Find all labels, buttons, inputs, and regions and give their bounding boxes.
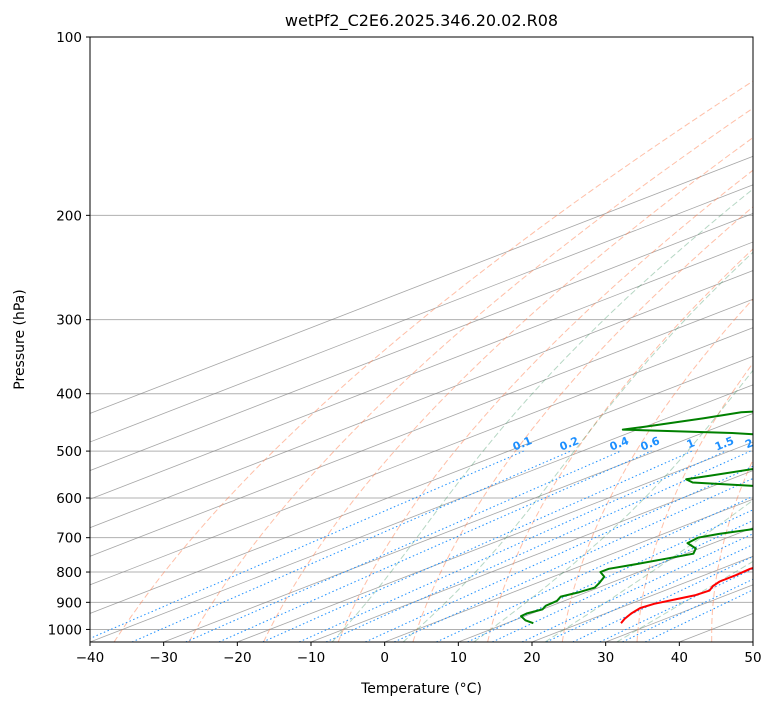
mixing-ratio-line [218,450,652,642]
isotherm-line [90,327,753,586]
x-tick-label: −40 [76,650,105,666]
isotherm-line [752,641,753,642]
mixing-ratio-line [436,495,753,642]
x-tick-label: 20 [523,650,540,666]
mixing-ratio-line [298,450,726,642]
x-tick-label: 30 [597,650,614,666]
isotherm-line [90,212,753,472]
isotherm-line [310,470,753,642]
dry-adiabat-line [636,362,753,642]
mixing-ratio-line [131,450,571,642]
y-tick-label: 500 [56,444,82,460]
dry-adiabat-line [487,248,753,642]
isotherm-line [90,155,753,414]
isotherm-line [90,298,753,557]
mixing-ratio-label: 1 [685,436,697,451]
dry-adiabat-line [337,169,753,642]
y-tick-label: 100 [56,30,82,46]
mixing-ratio-line [185,450,621,642]
y-tick-label: 200 [56,208,82,224]
isotherm-line [237,441,753,642]
isotherm-line [458,527,753,642]
plot-frame [89,36,754,643]
x-tick-label: −10 [297,650,326,666]
moist-adiabat-line [473,369,753,642]
y-tick-label: 1000 [48,622,82,638]
y-tick-label: 700 [56,531,82,547]
mixing-ratio-line [90,450,524,639]
y-axis-label: Pressure (hPa) [12,289,28,389]
y-tick-label: 400 [56,387,82,403]
temperature-line [620,566,753,624]
moist-adiabat-line [402,251,753,642]
dry-adiabat-line [113,80,753,642]
dry-adiabat-line [711,458,753,642]
background-lines [90,37,753,642]
mixing-ratio-line [492,519,753,642]
isotherm-line [90,241,753,500]
mixing-ratio-line [393,477,753,642]
profile-lines [520,410,753,625]
isotherm-line [90,355,753,614]
isotherm-line [163,412,753,642]
y-tick-label: 300 [56,313,82,329]
y-tick-label: 900 [56,595,82,611]
chart-title: wetPf2_C2E6.2025.346.20.02.R08 [285,11,558,31]
isotherm-line [90,270,753,529]
isotherm-line [90,384,753,642]
x-tick-label: 10 [450,650,467,666]
mixing-ratio-label: 2 [743,436,755,451]
mixing-ratio-line [365,465,753,642]
x-axis-label: Temperature (°C) [360,681,482,697]
x-tick-label: 50 [744,650,761,666]
isotherm-line [605,584,753,642]
mixing-ratio-line [325,450,751,642]
dry-adiabat-line [561,298,753,642]
mixing-ratio-line [521,533,753,642]
x-tick-label: −30 [149,650,178,666]
mixing-ratio-line [262,450,693,642]
y-tick-label: 600 [56,491,82,507]
dry-adiabat-line [263,137,753,642]
x-tick-label: 40 [671,650,688,666]
dewpoint-line [520,410,753,625]
y-tick-label: 800 [56,565,82,581]
x-tick-label: −20 [223,650,252,666]
moist-adiabat-line [331,188,753,642]
dry-adiabat-line [188,107,753,642]
dry-adiabat-line [412,206,753,642]
axis-ticks: −40 −30 −20 −10 0 10 20 30 40 50 1000 900 800 700 600 5… [48,30,762,666]
moist-adiabat-line [544,499,753,642]
x-tick-label: 0 [380,650,389,666]
isotherm-line [384,498,753,642]
isotherm-line [90,184,753,443]
